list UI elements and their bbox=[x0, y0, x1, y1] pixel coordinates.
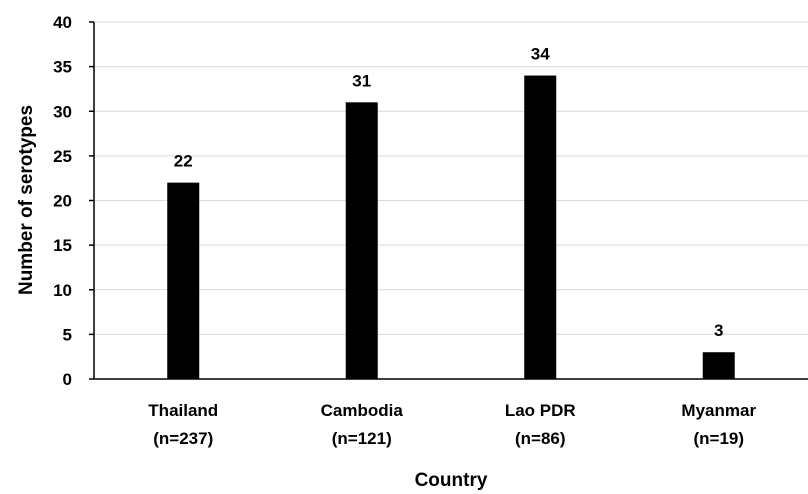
axes bbox=[89, 21, 808, 380]
y-tick-label: 5 bbox=[63, 325, 72, 344]
x-tick-label: Myanmar (n=19) bbox=[681, 401, 756, 448]
data-label: 22 bbox=[174, 152, 193, 171]
x-tick-label: Lao PDR (n=86) bbox=[505, 401, 576, 448]
y-tick-label: 15 bbox=[53, 236, 72, 255]
x-axis-title: Country bbox=[415, 470, 488, 491]
data-labels: 22 31 34 3 bbox=[174, 45, 724, 341]
y-tick-label: 10 bbox=[53, 281, 72, 300]
bar bbox=[524, 75, 557, 380]
gridlines bbox=[94, 21, 808, 335]
y-axis-title: Number of serotypes bbox=[16, 105, 37, 295]
y-tick-label: 0 bbox=[63, 370, 72, 389]
y-tick-label: 25 bbox=[53, 147, 72, 166]
x-tick-label: Thailand (n=237) bbox=[148, 401, 218, 448]
bar bbox=[345, 102, 378, 379]
x-tick-label: Cambodia (n=121) bbox=[321, 401, 404, 448]
data-label: 31 bbox=[352, 71, 371, 90]
y-tick-label: 30 bbox=[53, 102, 72, 121]
y-tick-label: 20 bbox=[53, 192, 72, 211]
bar bbox=[167, 182, 200, 379]
data-label: 3 bbox=[714, 321, 723, 340]
data-label: 34 bbox=[531, 45, 550, 64]
y-tick-label: 40 bbox=[53, 13, 72, 32]
bar bbox=[702, 352, 735, 379]
y-tick-labels: 0 5 10 15 20 25 30 35 40 bbox=[53, 13, 72, 389]
y-tick-label: 35 bbox=[53, 58, 72, 77]
x-tick-labels: Thailand (n=237) Cambodia (n=121) Lao PDR (n=… bbox=[148, 401, 756, 448]
bars bbox=[167, 75, 735, 380]
